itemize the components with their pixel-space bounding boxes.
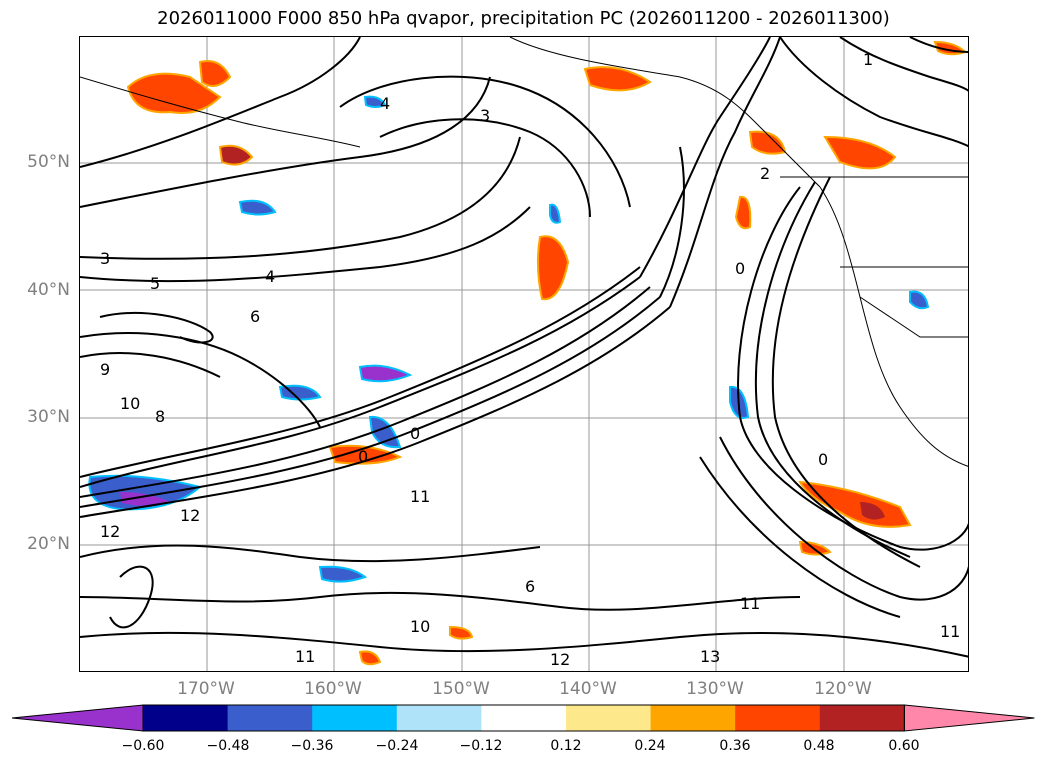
contour-label-6a: 6 [250,307,260,326]
lat-label-30n: 30°N [27,407,70,427]
colorbar-extend-min [11,704,144,732]
colorbar-tick-label: −0.48 [206,738,250,754]
contour-label-9a: 9 [100,360,110,379]
colorbar-segment [396,705,482,731]
lat-label-50n: 50°N [27,152,70,172]
colorbar-segment [312,705,398,731]
lon-label-150w: 150°W [432,679,490,699]
contour-label-5a: 5 [150,274,160,293]
contour-label-1a: 1 [863,50,873,69]
contour-label-6b: 6 [525,577,535,596]
lon-label-130w: 130°W [686,679,744,699]
colorbar-segment [735,705,821,731]
colorbar-segment [227,705,313,731]
contour-label-12b: 12 [180,506,200,525]
colorbar-outline [142,704,905,732]
colorbar-tick-label: 0.12 [550,738,582,754]
colorbar-tick-label: −0.60 [121,738,165,754]
colorbar-segments [11,704,1035,732]
contour-label-2a: 2 [760,164,770,183]
colorbar [11,704,1035,732]
contour-label-11a: 11 [740,594,760,613]
colorbar-tick-label: 0.60 [888,738,920,754]
colorbar-segment [481,705,567,731]
colorbar-extend-max [903,704,1035,732]
lon-label-160w: 160°W [304,679,362,699]
colorbar-segment [819,705,905,731]
contour-label-10b: 10 [410,617,430,636]
colorbar-tick-label: 0.36 [719,738,751,754]
contour-label-12a: 12 [100,522,120,541]
contour-label-3b: 3 [100,249,110,268]
colorbar-tick-label: −0.24 [375,738,419,754]
contour-label-13a: 13 [700,647,720,666]
coastlines [80,37,968,467]
humidity-contours [80,37,968,658]
contour-label-4a: 4 [380,94,390,113]
lat-label-40n: 40°N [27,280,70,300]
lon-label-120w: 120°W [814,679,872,699]
colorbar-tick-label: −0.12 [459,738,503,754]
contour-label-12c: 12 [550,650,570,669]
lon-label-170w: 170°W [177,679,235,699]
contour-label-group: 3 4 4 3 5 6 9 10 12 12 0 0 0 0 2 1 11 13… [100,50,960,669]
colorbar-tick-label: 0.48 [803,738,835,754]
contour-label-8a: 8 [155,407,165,426]
contour-label-10a: 10 [120,394,140,413]
contour-label-11d: 11 [940,622,960,641]
contour-label-0b: 0 [358,447,368,466]
colorbar-segment [143,705,229,731]
contour-label-0a: 0 [410,424,420,443]
colorbar-segment [650,705,736,731]
graticule [80,37,968,671]
colorbar-segment [566,705,652,731]
map-canvas: 3 4 4 3 5 6 9 10 12 12 0 0 0 0 2 1 11 13… [80,37,968,671]
colorbar-tick-label: −0.36 [290,738,334,754]
colorbar-tick-label: 0.24 [634,738,666,754]
contour-label-11c: 11 [410,487,430,506]
lat-label-20n: 20°N [27,534,70,554]
contour-label-4b: 4 [265,267,275,286]
contour-label-11b: 11 [295,647,315,666]
contour-label-3a: 3 [480,106,490,125]
map-panel: 3 4 4 3 5 6 9 10 12 12 0 0 0 0 2 1 11 13… [79,36,969,672]
map-title: 2026011000 F000 850 hPa qvapor, precipit… [157,8,890,29]
precip-positive-areas [126,40,967,666]
contour-label-0c: 0 [735,259,745,278]
contour-label-0d: 0 [818,450,828,469]
lon-label-140w: 140°W [559,679,617,699]
